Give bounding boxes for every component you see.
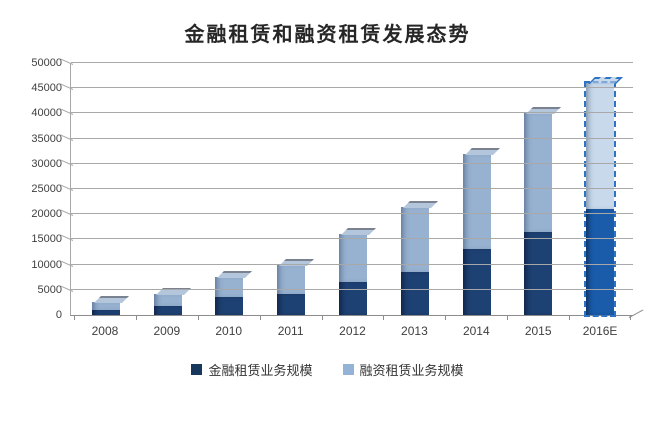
legend-swatch-light-icon [342, 364, 354, 375]
bar-column-2014 [446, 63, 508, 315]
legend-label: 融资租赁业务规模 [359, 363, 464, 378]
y-tick-label: 15000 [31, 233, 62, 246]
plot-column: 2008 2009 2010 2011 2012 2013 2014 2015 2016E [70, 62, 644, 338]
bar-fill [524, 113, 553, 315]
segment-financial-leasing [400, 271, 429, 315]
y-tick-label: 20000 [31, 208, 62, 221]
y-tick-label: 30000 [31, 157, 62, 170]
segment-financial-leasing [586, 209, 615, 315]
legend-item-financial-leasing: 金融租赁业务规模 [191, 360, 313, 379]
bar-fill [153, 293, 182, 315]
segment-finance-leasing [586, 83, 615, 210]
bar-top-face [341, 228, 377, 236]
segment-finance-leasing [91, 302, 120, 311]
y-axis: 0 5000 10000 15000 20000 25000 30000 35000 40000… [14, 57, 70, 321]
stacked-bar [215, 63, 253, 315]
segment-finance-leasing [524, 113, 553, 232]
bar-fill [400, 206, 429, 315]
bar-column-2008 [75, 63, 137, 315]
y-tick-label: 45000 [31, 82, 62, 95]
y-tick-label: 10000 [31, 258, 62, 271]
bar-fill [215, 277, 244, 315]
stacked-bar [462, 63, 500, 315]
bar-fill [277, 264, 306, 315]
bar-top-face [93, 296, 129, 304]
y-tick-label: 0 [55, 309, 62, 321]
x-tick-label: 2015 [507, 316, 569, 338]
x-tick-label: 2009 [135, 316, 198, 338]
segment-financial-leasing [524, 231, 553, 315]
bar-top-face [217, 271, 253, 279]
y-tick-label: 40000 [31, 107, 62, 120]
gridline [71, 213, 633, 215]
bar-top-face [464, 147, 500, 155]
segment-financial-leasing [277, 293, 306, 315]
stacked-bar [400, 63, 438, 315]
bar-column-2015 [507, 63, 569, 315]
segment-finance-leasing [462, 153, 491, 250]
bar-column-2016E [569, 63, 631, 317]
chart-title: 金融租赁和融资租赁发展态势 [184, 24, 471, 46]
gridline [71, 263, 633, 265]
segment-finance-leasing [339, 234, 368, 282]
stacked-bar-forecast [584, 63, 624, 317]
plot-area [70, 62, 644, 318]
x-axis: 2008 2009 2010 2011 2012 2013 2014 2015 2016E [74, 316, 631, 338]
gridline [71, 112, 633, 114]
y-tick-label: 5000 [37, 283, 62, 296]
gridline [71, 238, 633, 240]
segment-financial-leasing [91, 310, 120, 315]
x-tick-label: 2008 [74, 316, 136, 338]
segment-financial-leasing [462, 249, 491, 315]
bar-fill [91, 302, 120, 315]
bar-fill [462, 153, 491, 315]
stacked-bar [91, 63, 129, 315]
x-tick-label: 2010 [197, 316, 260, 338]
x-tick-label: 2014 [445, 316, 507, 338]
x-tick-label: 2011 [259, 316, 322, 338]
bar-column-2012 [322, 63, 384, 315]
segment-finance-leasing [153, 293, 182, 306]
bar-column-2013 [384, 63, 446, 315]
bar-top-face [588, 77, 624, 85]
legend-label: 金融租赁业务规模 [208, 363, 313, 378]
gridline [71, 288, 633, 290]
segment-finance-leasing [215, 277, 244, 297]
x-tick-label: 2013 [383, 316, 445, 338]
stacked-bar [277, 63, 315, 315]
bar-column-2009 [137, 63, 199, 315]
bar-top-face [402, 200, 438, 208]
stacked-bar [524, 63, 562, 315]
segment-financial-leasing [153, 305, 182, 315]
gridline [71, 87, 633, 89]
stacked-bar [153, 63, 191, 315]
bars-container [75, 63, 631, 317]
bar-fill [339, 234, 368, 315]
x-tick-label: 2016E [569, 316, 631, 338]
legend-swatch-dark-icon [191, 364, 203, 375]
y-tick-label: 25000 [31, 183, 62, 195]
legend: 金融租赁业务规模 融资租赁业务规模 [0, 360, 655, 379]
segment-financial-leasing [339, 281, 368, 315]
gridline [71, 188, 633, 189]
bar-fill [584, 81, 617, 317]
chart-area: 0 5000 10000 15000 20000 25000 30000 35000 40000… [14, 57, 644, 338]
legend-item-finance-leasing: 融资租赁业务规模 [342, 360, 464, 379]
gridline [71, 62, 633, 63]
gridline [71, 162, 633, 164]
x-tick-label: 2012 [321, 316, 384, 338]
y-tick-label: 35000 [31, 132, 62, 145]
y-tick-label: 50000 [31, 57, 62, 69]
bar-column-2011 [260, 63, 322, 315]
stacked-bar [339, 63, 377, 315]
bar-column-2010 [199, 63, 261, 315]
gridline [71, 137, 633, 139]
segment-financial-leasing [215, 296, 244, 315]
